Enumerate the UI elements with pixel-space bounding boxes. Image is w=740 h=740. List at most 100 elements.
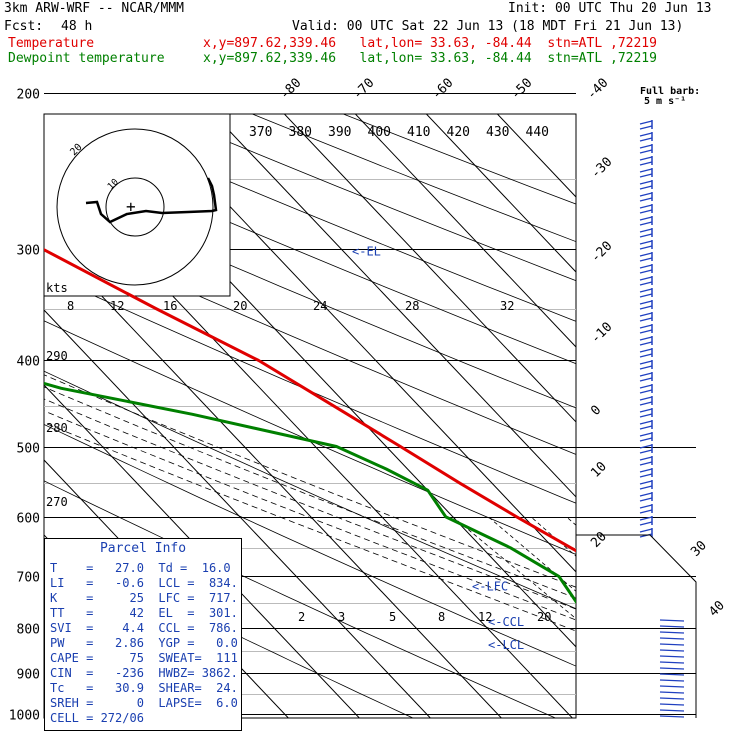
level-marker-label: <-EL	[352, 245, 381, 259]
forecast-hours: 48 h	[61, 19, 93, 34]
mixing-ratio-label: 20	[537, 610, 551, 624]
hodograph-speed-label: 24	[313, 299, 327, 313]
wind-barb	[659, 661, 685, 664]
hodograph-speed-label: 28	[405, 299, 419, 313]
wind-barb	[659, 709, 685, 712]
init-time: Init: 00 UTC Thu 20 Jun 13	[508, 1, 712, 16]
wind-barb-flag	[639, 312, 653, 317]
wind-barb-flag	[639, 161, 653, 166]
hodograph-speed-label: 8	[67, 299, 74, 313]
wind-barb	[659, 619, 685, 622]
wind-barb-flag	[639, 473, 653, 478]
wind-barb-flag	[639, 209, 653, 214]
pressure-tick-label: 400	[17, 355, 40, 370]
wind-barb-flag	[639, 521, 653, 526]
mixing-ratio-label: 12	[478, 610, 492, 624]
level-marker-label: <-LFC	[472, 580, 508, 594]
wind-barb-flag	[639, 336, 653, 341]
parcel-row: TT = 42 EL = 301.	[50, 606, 238, 620]
barb-legend-line2: 5 m s⁻¹	[644, 96, 686, 107]
parcel-row: CIN = -236 HWBZ= 3862.	[50, 666, 238, 680]
parcel-row: T = 27.0 Td = 16.0	[50, 561, 231, 575]
wind-barb-flag	[639, 425, 653, 430]
wind-barb	[659, 679, 685, 682]
isotherm-label: 0	[588, 403, 604, 419]
mixing-ratio-line	[530, 516, 576, 557]
wind-barb-flag	[639, 305, 653, 310]
barb-legend-line1: Full barb:	[640, 86, 700, 97]
forecast-label: Fcst:	[4, 19, 44, 34]
wind-barb-flag	[639, 264, 653, 269]
hodograph-speed-label: 32	[500, 299, 514, 313]
wind-barb-flag	[639, 257, 653, 262]
wind-barb-flag	[639, 144, 653, 149]
wind-barb-flag	[639, 168, 653, 173]
theta-label: 390	[328, 125, 351, 140]
hodograph-speed-labels: kts 8 12 16 20 24 28 32	[46, 281, 514, 313]
isotherm-label: -10	[588, 320, 615, 347]
wind-barb	[659, 691, 685, 694]
wind-barb-flag	[639, 329, 653, 334]
isotherm-line	[44, 309, 432, 718]
wind-barb	[659, 625, 685, 628]
isotherm-label: 10	[588, 459, 610, 481]
dewpoint-location-info: x,y=897.62,339.46 lat,lon= 33.63, -84.44…	[203, 51, 657, 66]
parcel-row: LI = -0.6 LCL = 834.	[50, 576, 238, 590]
wind-barb-flag	[639, 245, 653, 250]
wind-barb-flag	[639, 300, 653, 305]
isotherm-label: -30	[588, 155, 615, 182]
wind-barb-flag	[639, 233, 653, 238]
moist-adiabat-line	[44, 398, 576, 610]
temperature-profile	[44, 248, 576, 553]
wind-barb	[659, 649, 685, 652]
wind-barb-flag	[639, 377, 653, 382]
wind-barb-flag	[639, 360, 653, 365]
hodograph-speed-label: 20	[233, 299, 247, 313]
parcel-row: PW = 2.86 YGP = 0.0	[50, 636, 238, 650]
model-title: 3km ARW-WRF -- NCAR/MMM	[4, 1, 185, 16]
moist-adiabat-line	[44, 410, 576, 621]
theta-label: 440	[526, 125, 549, 140]
mixing-ratio-line	[609, 517, 740, 733]
theta-label: 410	[407, 125, 430, 140]
wind-barb-flag	[639, 341, 653, 346]
dry-adiabat-line	[44, 480, 557, 718]
parcel-row: SVI = 4.4 CCL = 786.	[50, 621, 238, 635]
pressure-tick-label: 300	[17, 244, 40, 259]
mixing-ratio-label: 8	[438, 610, 445, 624]
wind-barb-flag	[639, 173, 653, 178]
parcel-row: Tc = 30.9 SHEAR= 24.	[50, 681, 238, 695]
wind-barb-flag	[639, 372, 653, 377]
dewpoint-legend: Dewpoint temperature	[8, 51, 165, 66]
isotherm-label: -60	[429, 76, 456, 103]
isotherm-label: -20	[588, 239, 615, 266]
pressure-tick-label: 600	[17, 512, 40, 527]
parcel-row: CAPE = 75 SWEAT= 111	[50, 651, 238, 665]
level-marker-label: <-CCL	[488, 615, 524, 629]
wind-barb	[659, 685, 685, 688]
wind-barb-flag	[639, 485, 653, 490]
wind-barb-flag	[639, 389, 653, 394]
isotherm-line	[141, 114, 576, 573]
wind-barb	[659, 703, 685, 706]
wind-barb-flag	[639, 221, 653, 226]
hodograph-speed-label: 16	[163, 299, 177, 313]
wind-barb-flag	[639, 156, 653, 161]
hodograph-inset: 20 10 +	[43, 113, 231, 297]
mixing-ratio-labels: 2 3 5 8 12 20	[298, 610, 551, 624]
wind-barb-flag	[639, 293, 653, 298]
isotherm-label: 40	[706, 598, 728, 620]
wind-barb-flag	[639, 228, 653, 233]
theta-label: 430	[486, 125, 509, 140]
dewpoint-profile	[44, 381, 576, 605]
wind-barb-flag	[639, 468, 653, 473]
level-marker-label: <-LCL	[488, 638, 524, 652]
isotherm-label: -80	[277, 76, 304, 103]
